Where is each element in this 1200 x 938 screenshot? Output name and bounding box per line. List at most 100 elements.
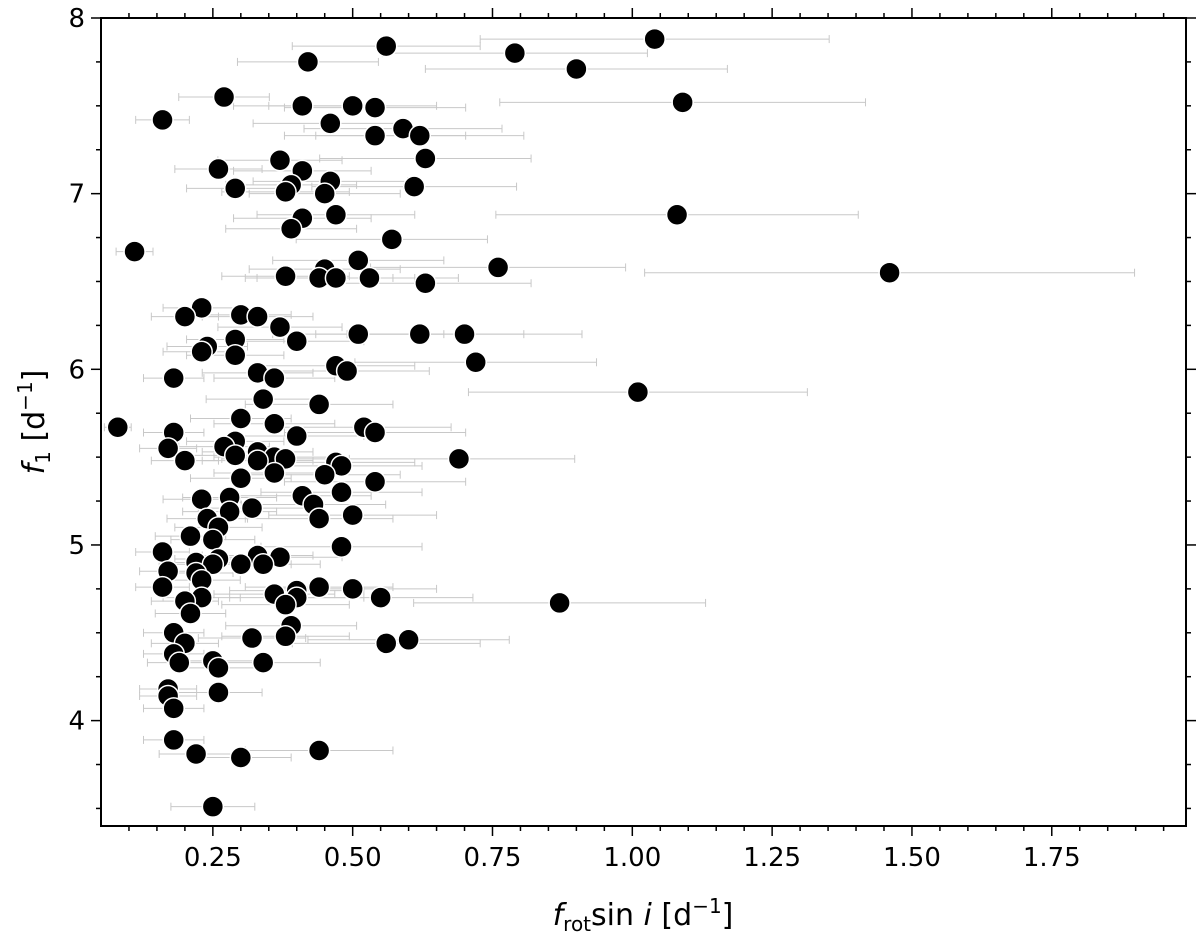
- data-point: [151, 540, 174, 564]
- data-point: [229, 407, 253, 430]
- data-point: [173, 449, 197, 472]
- data-point: [223, 177, 247, 200]
- data-point: [123, 240, 146, 263]
- data-point: [486, 256, 510, 279]
- data-point: [291, 94, 314, 118]
- data-point: [184, 742, 208, 766]
- data-point: [878, 261, 901, 284]
- data-point: [307, 507, 331, 530]
- data-point: [503, 41, 527, 65]
- x-tick-label: 1.00: [603, 843, 661, 873]
- data-point: [218, 500, 241, 523]
- data-point: [285, 424, 308, 448]
- data-point: [229, 746, 253, 769]
- data-point: [397, 628, 420, 652]
- data-point: [151, 575, 174, 599]
- data-point: [240, 496, 264, 520]
- data-point: [240, 626, 264, 650]
- data-point: [207, 681, 230, 704]
- data-point: [179, 524, 202, 548]
- data-point: [324, 203, 348, 226]
- data-point: [358, 266, 381, 290]
- error-bars: [103, 35, 1136, 811]
- data-point: [319, 112, 342, 135]
- data-point: [173, 305, 197, 328]
- data-point: [330, 535, 353, 558]
- data-point: [212, 85, 236, 109]
- data-point: [162, 697, 185, 720]
- data-point: [330, 481, 353, 504]
- data-point: [341, 94, 364, 118]
- data-point: [268, 315, 292, 339]
- data-point: [402, 175, 426, 198]
- data-point: [347, 322, 370, 346]
- data-point: [374, 34, 398, 58]
- x-tick-label: 0.75: [464, 843, 522, 873]
- data-point: [263, 461, 286, 485]
- data-point: [565, 57, 588, 81]
- data-point: [151, 108, 174, 132]
- data-point: [313, 182, 336, 205]
- data-point: [665, 203, 689, 226]
- data-point: [201, 528, 225, 551]
- data-point: [223, 344, 247, 367]
- y-tick-label: 5: [68, 531, 85, 561]
- data-point: [274, 264, 297, 288]
- x-axis-label: frotsin i [d−1]: [553, 894, 734, 936]
- data-point: [307, 393, 331, 416]
- data-point: [363, 421, 387, 444]
- data-point: [313, 463, 336, 486]
- data-point: [414, 147, 437, 170]
- data-point: [643, 27, 666, 51]
- data-point: [285, 329, 308, 353]
- y-tick-label: 8: [68, 4, 85, 34]
- data-point: [207, 656, 230, 680]
- data-point: [464, 351, 487, 374]
- data-point: [246, 449, 269, 472]
- data-point: [201, 795, 225, 818]
- x-tick-label: 0.50: [324, 843, 382, 873]
- data-point: [251, 387, 275, 411]
- data-point: [414, 271, 437, 295]
- data-point: [162, 366, 185, 390]
- data-point: [374, 632, 398, 655]
- data-point: [251, 553, 275, 576]
- data-point: [156, 437, 180, 460]
- data-point: [179, 602, 202, 625]
- data-point: [274, 593, 297, 616]
- data-point: [626, 380, 650, 404]
- data-point: [408, 124, 432, 147]
- data-point: [106, 416, 130, 439]
- data-point: [380, 228, 404, 251]
- data-points: [106, 27, 901, 818]
- data-point: [274, 625, 297, 648]
- y-tick-label: 6: [68, 355, 85, 385]
- data-point: [335, 359, 359, 383]
- data-point: [223, 444, 247, 467]
- data-point: [263, 366, 286, 390]
- data-point: [341, 503, 364, 527]
- y-axis-ticks: 4 5 6 7 8: [68, 4, 1196, 810]
- data-point: [190, 340, 213, 363]
- y-axis-label: f1 [d−1]: [13, 370, 55, 475]
- data-point: [246, 305, 269, 328]
- x-axis-ticks: 0.25 0.50 0.75 1.00 1.25 1.50 1.75: [128, 8, 1165, 873]
- data-point: [363, 124, 387, 147]
- data-point: [363, 470, 387, 493]
- data-point: [408, 322, 432, 346]
- data-point: [229, 553, 253, 576]
- plot-frame: [100, 17, 1187, 827]
- data-point: [548, 591, 571, 615]
- y-tick-label: 4: [68, 707, 85, 737]
- data-point: [274, 180, 297, 204]
- x-tick-label: 1.75: [1023, 843, 1081, 873]
- data-point: [363, 96, 387, 119]
- x-tick-label: 1.25: [743, 843, 801, 873]
- data-point: [190, 488, 213, 511]
- data-point: [347, 249, 370, 272]
- data-point: [307, 739, 331, 762]
- data-point: [453, 322, 476, 346]
- data-point: [268, 149, 292, 172]
- data-point: [296, 50, 320, 74]
